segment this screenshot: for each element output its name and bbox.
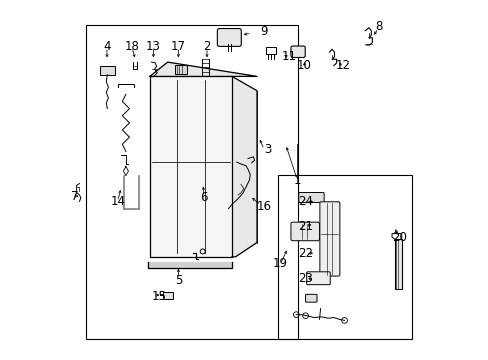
Text: 6: 6 xyxy=(199,192,207,204)
Text: 12: 12 xyxy=(335,59,349,72)
FancyBboxPatch shape xyxy=(319,202,339,276)
Text: 7: 7 xyxy=(71,190,79,203)
Text: 19: 19 xyxy=(272,257,287,270)
Text: 16: 16 xyxy=(256,200,271,213)
Text: 11: 11 xyxy=(281,50,296,63)
Text: 15: 15 xyxy=(151,289,166,303)
Text: 4: 4 xyxy=(103,40,110,53)
FancyBboxPatch shape xyxy=(290,222,319,241)
Text: 21: 21 xyxy=(298,220,313,233)
Text: 3: 3 xyxy=(264,143,271,156)
Bar xyxy=(85,24,298,339)
FancyBboxPatch shape xyxy=(306,272,329,285)
Polygon shape xyxy=(231,76,257,257)
FancyBboxPatch shape xyxy=(305,294,316,302)
Bar xyxy=(100,66,115,75)
FancyBboxPatch shape xyxy=(163,292,173,298)
Text: 20: 20 xyxy=(392,231,407,244)
Bar xyxy=(265,47,275,54)
Text: 9: 9 xyxy=(260,25,267,38)
Text: 14: 14 xyxy=(110,195,125,208)
Text: 10: 10 xyxy=(297,59,311,72)
Text: 2: 2 xyxy=(203,40,210,53)
Text: 13: 13 xyxy=(146,40,161,53)
FancyBboxPatch shape xyxy=(394,239,401,289)
FancyBboxPatch shape xyxy=(290,46,305,58)
Text: 18: 18 xyxy=(124,40,139,53)
Text: 17: 17 xyxy=(171,40,185,53)
Text: 23: 23 xyxy=(298,272,313,285)
Polygon shape xyxy=(149,62,257,76)
Text: 8: 8 xyxy=(374,20,381,33)
Text: 24: 24 xyxy=(298,195,313,208)
Bar xyxy=(175,64,186,74)
Text: 5: 5 xyxy=(174,274,182,287)
FancyBboxPatch shape xyxy=(298,193,324,203)
Text: 22: 22 xyxy=(298,247,313,260)
Bar xyxy=(278,175,411,339)
FancyBboxPatch shape xyxy=(217,28,241,46)
FancyBboxPatch shape xyxy=(149,76,231,257)
Text: 1: 1 xyxy=(293,174,301,186)
